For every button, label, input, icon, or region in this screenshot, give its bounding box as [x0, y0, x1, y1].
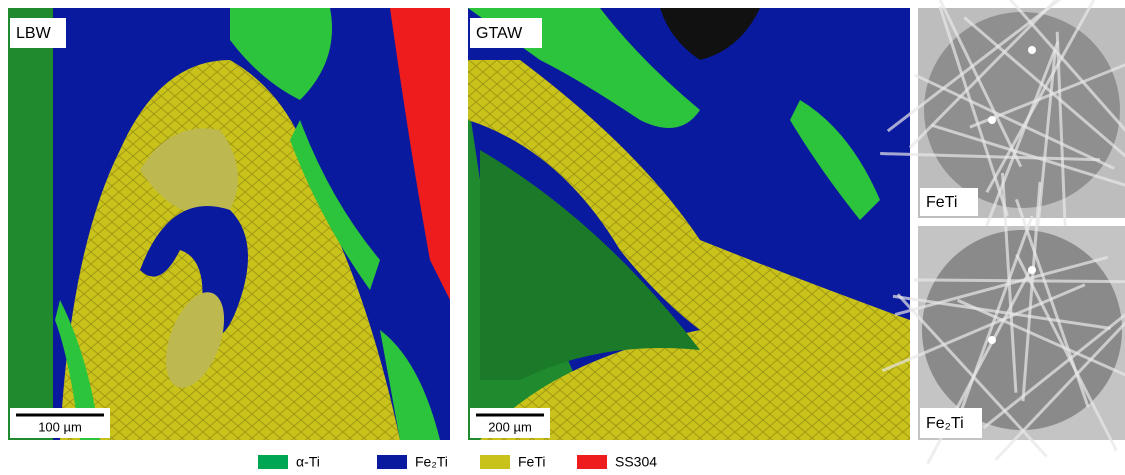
legend-swatch — [577, 455, 607, 469]
pole — [988, 116, 996, 124]
scale-bar-label: 100 µm — [38, 419, 82, 434]
legend-label: α-Ti — [296, 454, 320, 470]
legend-label: Fe₂Ti — [415, 454, 448, 470]
legend-swatch — [258, 455, 288, 469]
pattern-label: Fe₂Ti — [926, 415, 964, 432]
figure: LBW 100 µm GTAW 200 µm FeTi Fe₂Ti α-Ti Fe… — [0, 0, 1125, 475]
legend-swatch — [480, 455, 510, 469]
legend-label: FeTi — [518, 454, 545, 470]
gtaw-map — [468, 8, 910, 440]
pole — [988, 336, 996, 344]
legend-swatch — [377, 455, 407, 469]
scale-bar-label: 200 µm — [488, 419, 532, 434]
panel-label: GTAW — [476, 25, 523, 42]
legend: α-Ti Fe₂Ti FeTi SS304 — [258, 454, 657, 470]
lbw-map — [8, 8, 450, 440]
legend-label: SS304 — [615, 454, 657, 470]
pole — [1028, 266, 1036, 274]
pattern-label: FeTi — [926, 194, 957, 211]
panel-label: LBW — [16, 25, 52, 42]
pole — [1028, 46, 1036, 54]
